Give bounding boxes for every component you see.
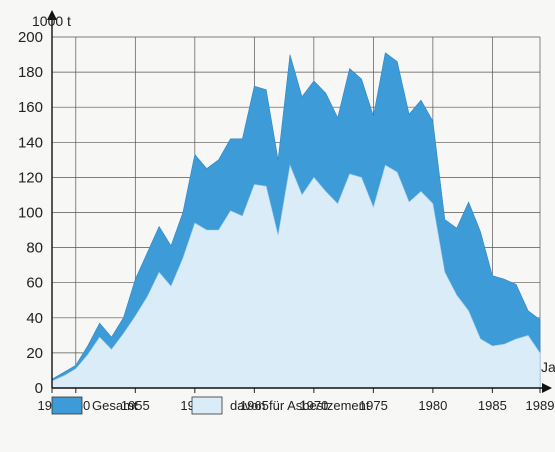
x-axis-arrow <box>542 383 552 393</box>
y-tick-label: 140 <box>18 134 43 151</box>
y-tick-label: 20 <box>26 345 43 362</box>
y-tick-labels: 0 20 40 60 80 100 120 140 160 180 200 <box>18 29 43 397</box>
y-tick-label: 0 <box>35 380 43 397</box>
x-tick-label: 1989 <box>526 398 555 413</box>
series-asbestzement <box>51 164 541 389</box>
y-tick-label: 60 <box>26 275 43 292</box>
x-tick-label: 1970 <box>299 398 328 413</box>
legend-swatch-gesamt <box>51 396 83 415</box>
y-axis-label: 1000 t <box>32 13 71 29</box>
axes <box>47 10 552 393</box>
x-tick-label: 1975 <box>359 398 388 413</box>
legend-label-gesamt: Gesamt <box>92 398 138 413</box>
y-tick-label: 80 <box>26 240 43 257</box>
x-tick-label: 1955 <box>121 398 150 413</box>
y-tick-label: 100 <box>18 205 43 222</box>
legend: Gesamt davon für Asbestzement <box>51 396 370 415</box>
y-tick-label: 160 <box>18 99 43 116</box>
legend-label-asbestzement: davon für Asbestzement <box>230 398 370 413</box>
x-axis-label: Jahr <box>541 359 555 375</box>
area-layer <box>51 52 541 389</box>
x-tick-label: 1980 <box>418 398 447 413</box>
y-axis-arrow <box>47 10 57 20</box>
x-tick-label: 1965 <box>240 398 269 413</box>
legend-swatch-asbestzement <box>191 396 223 415</box>
y-tick-label: 120 <box>18 169 43 186</box>
y-tick-label: 180 <box>18 64 43 81</box>
y-tick-label: 40 <box>26 310 43 327</box>
x-tick-label: 1985 <box>478 398 507 413</box>
y-tick-label: 200 <box>18 29 43 46</box>
